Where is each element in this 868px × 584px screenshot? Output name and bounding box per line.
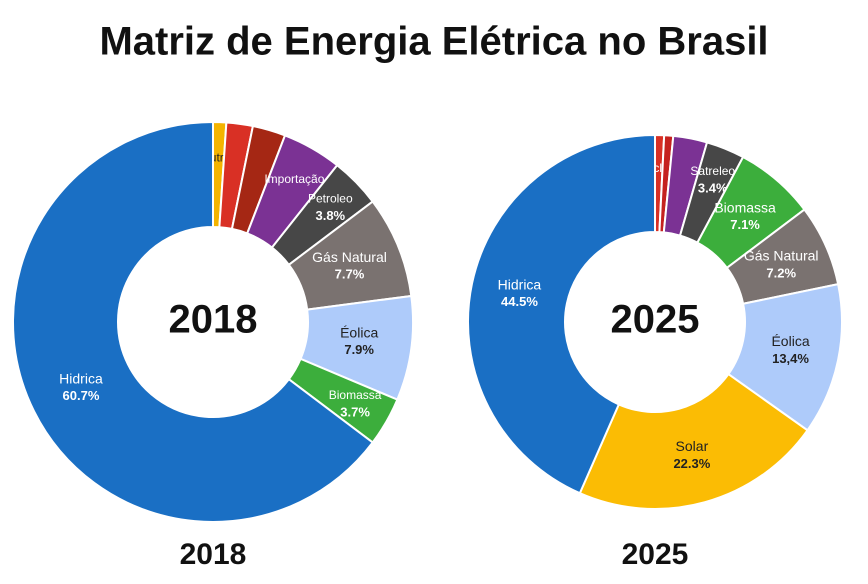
slice-label: Hidrica <box>498 276 542 292</box>
slice-value: 3.4% <box>698 180 728 195</box>
slice-value: 44.5% <box>501 294 538 309</box>
chart-title: Matriz de Energia Elétrica no Brasil <box>99 20 768 64</box>
donut-slice <box>12 120 375 523</box>
caption: 2018 <box>180 538 247 571</box>
slice-label: Hidrica <box>59 370 103 386</box>
slice-label: Éolica <box>340 324 378 340</box>
caption: 2025 <box>622 538 689 571</box>
center-label: 2018 <box>169 298 258 342</box>
slice-value: 7.1% <box>730 217 760 232</box>
donut-slice <box>578 372 809 510</box>
slice-label: Solar <box>676 438 709 454</box>
donut-slice <box>467 133 656 495</box>
slice-label: Petroleo <box>308 192 353 206</box>
slice-label: Gás Natural <box>312 249 387 265</box>
slice-value: 3.7% <box>340 404 370 419</box>
slice-value: 13,4% <box>772 351 809 366</box>
slice-value: 3.8% <box>315 208 345 223</box>
center-label: 2025 <box>611 298 700 342</box>
slice-label: Biomassa <box>329 388 382 402</box>
slice-label: Éolica <box>771 333 809 349</box>
slice-value: 7.9% <box>344 342 374 357</box>
slice-label: Importação <box>264 172 324 186</box>
slice-label: Satreleo <box>690 164 735 178</box>
slice-value: 60.7% <box>63 388 100 403</box>
slice-label: Gás Natural <box>744 248 819 264</box>
slice-value: 7.2% <box>766 265 796 280</box>
slice-value: 22.3% <box>673 456 710 471</box>
slice-value: 7.7% <box>335 267 365 282</box>
slice-label: Biomassa <box>714 199 776 215</box>
